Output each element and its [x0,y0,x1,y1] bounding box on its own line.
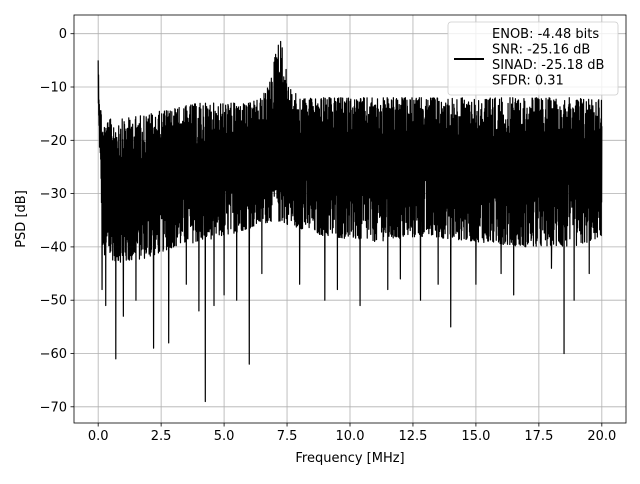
y-tick-label: −30 [40,187,67,202]
y-axis-ticks: 0 −10 −20 −30 −40 −50 −60 −70 [40,27,74,415]
y-tick-label: −50 [40,294,67,309]
x-tick-label: 10.0 [336,429,365,444]
y-tick-label: −60 [40,347,67,362]
x-tick-label: 7.5 [277,429,298,444]
x-tick-label: 5.0 [214,429,235,444]
legend-text-line: SNR: -25.16 dB [492,43,590,58]
x-axis-ticks: 0.0 2.5 5.0 7.5 10.0 12.5 15.0 17.5 20.0 [88,423,616,444]
y-tick-label: −20 [40,134,67,149]
x-tick-label: 17.5 [524,429,553,444]
x-tick-label: 2.5 [151,429,172,444]
x-tick-label: 0.0 [88,429,109,444]
legend-entry-label: ENOB: -4.48 bits SNR: -25.16 dB SINAD: -25… [492,27,604,89]
legend-box [447,21,619,96]
y-tick-label: −10 [40,81,67,96]
legend-text-line: SINAD: -25.18 dB [492,58,604,73]
legend-text-line: ENOB: -4.48 bits [492,27,599,42]
legend: ENOB: -4.48 bits SNR: -25.16 dB SINAD: -25… [447,21,619,96]
y-axis-label: PSD [dB] [14,190,29,248]
x-tick-label: 12.5 [398,429,427,444]
y-tick-label: −40 [40,240,67,255]
y-tick-label: 0 [59,27,67,42]
x-tick-label: 15.0 [461,429,490,444]
series-line [97,40,603,403]
y-tick-label: −70 [40,400,67,415]
legend-text-line: SFDR: 0.31 [492,74,564,89]
x-tick-label: 20.0 [587,429,616,444]
psd-series-path [97,40,603,403]
x-axis-label: Frequency [MHz] [295,451,404,466]
